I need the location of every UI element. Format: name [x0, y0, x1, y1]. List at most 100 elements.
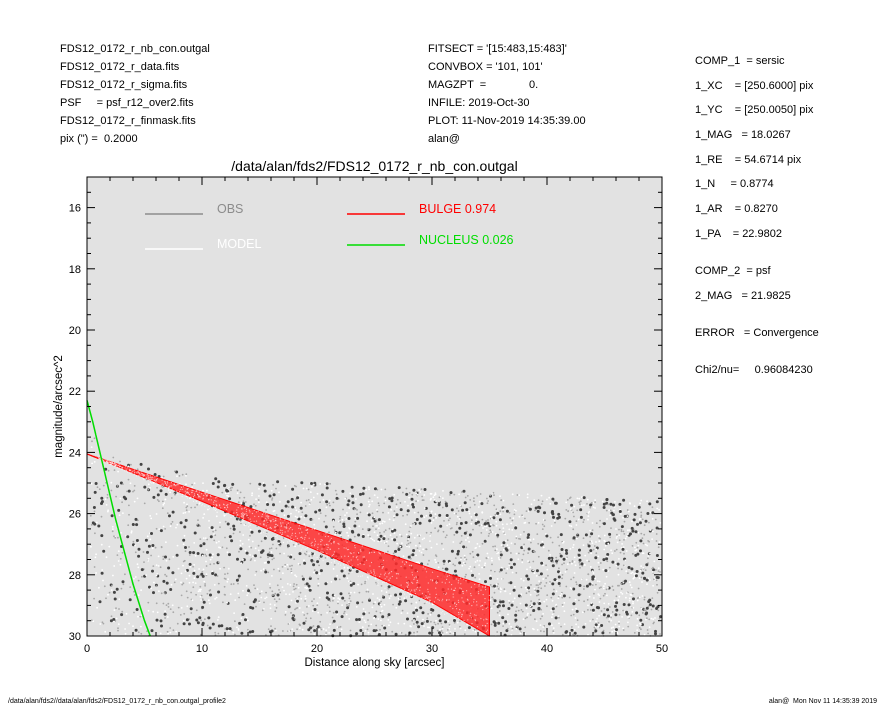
- obs-point: [616, 533, 618, 536]
- obs-point: [205, 573, 208, 576]
- obs-point: [638, 596, 641, 599]
- bulge-speckle: [449, 605, 451, 607]
- obs-point: [606, 555, 608, 558]
- obs-point: [381, 624, 384, 627]
- obs-point: [390, 496, 394, 500]
- obs-point: [244, 549, 247, 552]
- obs-point: [89, 514, 92, 517]
- bulge-speckle: [228, 512, 230, 514]
- bulge-speckle: [338, 543, 340, 545]
- obs-point: [179, 521, 183, 525]
- obs-point: [491, 585, 494, 588]
- bulge-speckle: [419, 589, 421, 591]
- obs-point: [294, 618, 297, 621]
- obs-point: [417, 561, 420, 564]
- obs-point: [561, 577, 563, 580]
- obs-point: [462, 489, 466, 493]
- bulge-speckle: [305, 529, 307, 531]
- obs-point: [590, 532, 594, 536]
- obs-point: [416, 631, 419, 633]
- bulge-speckle: [149, 477, 151, 479]
- obs-point: [168, 514, 171, 518]
- bulge-speckle: [476, 604, 478, 606]
- obs-point: [618, 502, 622, 506]
- obs-point: [223, 484, 226, 488]
- obs-point: [580, 504, 583, 507]
- obs-point: [313, 523, 316, 526]
- obs-point: [422, 499, 425, 501]
- obs-point: [292, 585, 295, 588]
- obs-point: [587, 515, 590, 517]
- obs-point: [533, 499, 536, 501]
- obs-point: [250, 530, 254, 534]
- obs-point: [554, 521, 556, 524]
- obs-point: [384, 488, 387, 491]
- obs-point: [563, 602, 566, 604]
- obs-point: [253, 598, 257, 602]
- obs-point: [238, 596, 241, 599]
- obs-point: [498, 610, 501, 612]
- obs-point: [522, 579, 525, 582]
- bulge-speckle: [142, 475, 144, 477]
- bulge-speckle: [149, 475, 151, 477]
- obs-point: [587, 512, 590, 514]
- obs-point: [381, 615, 385, 619]
- obs-point: [155, 564, 158, 566]
- bulge-speckle: [132, 471, 134, 473]
- obs-point: [615, 548, 618, 551]
- obs-point: [277, 567, 280, 570]
- obs-point: [587, 609, 589, 611]
- obs-point: [204, 537, 207, 539]
- obs-point: [202, 537, 205, 539]
- obs-point: [551, 613, 554, 616]
- obs-point: [257, 549, 260, 552]
- obs-point: [627, 572, 629, 574]
- obs-point: [628, 529, 631, 531]
- obs-point: [371, 500, 374, 503]
- obs-point: [506, 568, 509, 570]
- obs-point: [441, 506, 444, 509]
- obs-point: [657, 546, 660, 549]
- obs-point: [303, 552, 306, 555]
- bulge-speckle: [164, 482, 167, 484]
- obs-point: [510, 625, 512, 628]
- bulge-speckle: [291, 532, 293, 534]
- bulge-speckle: [142, 477, 144, 479]
- obs-point: [342, 522, 346, 526]
- obs-point: [581, 578, 583, 581]
- bulge-speckle: [102, 460, 104, 462]
- obs-point: [201, 605, 205, 609]
- obs-point: [230, 629, 233, 632]
- obs-point: [397, 602, 401, 606]
- obs-point: [591, 570, 594, 572]
- obs-point: [526, 588, 529, 591]
- obs-point: [338, 598, 341, 601]
- obs-point: [433, 499, 436, 501]
- obs-point: [536, 533, 539, 535]
- obs-point: [499, 495, 501, 498]
- obs-point: [301, 575, 304, 577]
- obs-point: [573, 561, 576, 563]
- bulge-speckle: [347, 555, 349, 558]
- obs-point: [282, 537, 285, 540]
- obs-point: [372, 525, 374, 528]
- bulge-speckle: [160, 483, 162, 486]
- obs-point: [430, 620, 432, 623]
- bulge-speckle: [321, 551, 323, 553]
- bulge-speckle: [326, 556, 328, 558]
- obs-point: [462, 562, 465, 564]
- obs-point: [579, 503, 581, 505]
- obs-point: [606, 608, 610, 612]
- obs-point: [631, 592, 634, 595]
- obs-point: [493, 524, 495, 527]
- obs-point: [267, 571, 270, 574]
- obs-point: [247, 592, 250, 594]
- obs-point: [274, 627, 276, 630]
- y-tick-label: 28: [69, 570, 81, 582]
- obs-point: [415, 620, 419, 624]
- obs-point: [366, 588, 369, 591]
- bulge-speckle: [258, 515, 260, 518]
- obs-point: [600, 610, 603, 612]
- obs-point: [572, 613, 575, 616]
- obs-point: [504, 547, 508, 551]
